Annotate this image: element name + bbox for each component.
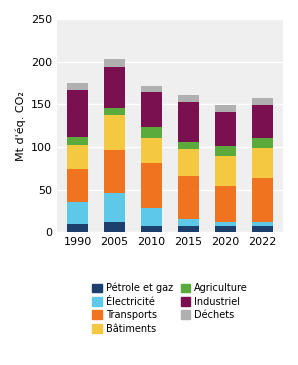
Bar [215,105,236,112]
Bar [141,92,162,127]
Bar [104,67,125,108]
Bar [178,176,199,219]
Bar [67,83,88,90]
Bar [141,226,162,233]
Bar [67,145,88,169]
Bar [215,226,236,233]
Bar [104,108,125,115]
Bar [67,169,88,201]
Bar [215,146,236,157]
Bar [104,59,125,67]
Bar [67,201,88,224]
Bar [104,115,125,150]
Bar [178,102,199,142]
Legend: Pétrole et gaz, Électricité, Transports, Bâtiments, Agriculture, Industriel, Déc: Pétrole et gaz, Électricité, Transports,… [89,280,251,337]
Bar [67,137,88,145]
Bar [252,105,273,138]
Bar [252,138,273,148]
Bar [141,138,162,163]
Bar [252,99,273,105]
Bar [141,87,162,92]
Bar [252,226,273,233]
Bar [178,226,199,233]
Bar [178,95,199,102]
Bar [178,149,199,176]
Bar [252,222,273,226]
Bar [141,163,162,208]
Bar [104,222,125,233]
Bar [104,193,125,222]
Bar [67,90,88,137]
Bar [141,127,162,138]
Y-axis label: Mt d'éq. CO₂: Mt d'éq. CO₂ [15,91,26,161]
Bar [178,219,199,226]
Bar [215,112,236,146]
Bar [141,208,162,226]
Bar [178,142,199,149]
Bar [67,224,88,233]
Bar [215,186,236,222]
Bar [215,157,236,186]
Bar [252,178,273,222]
Bar [252,148,273,178]
Bar [215,222,236,226]
Bar [104,150,125,193]
